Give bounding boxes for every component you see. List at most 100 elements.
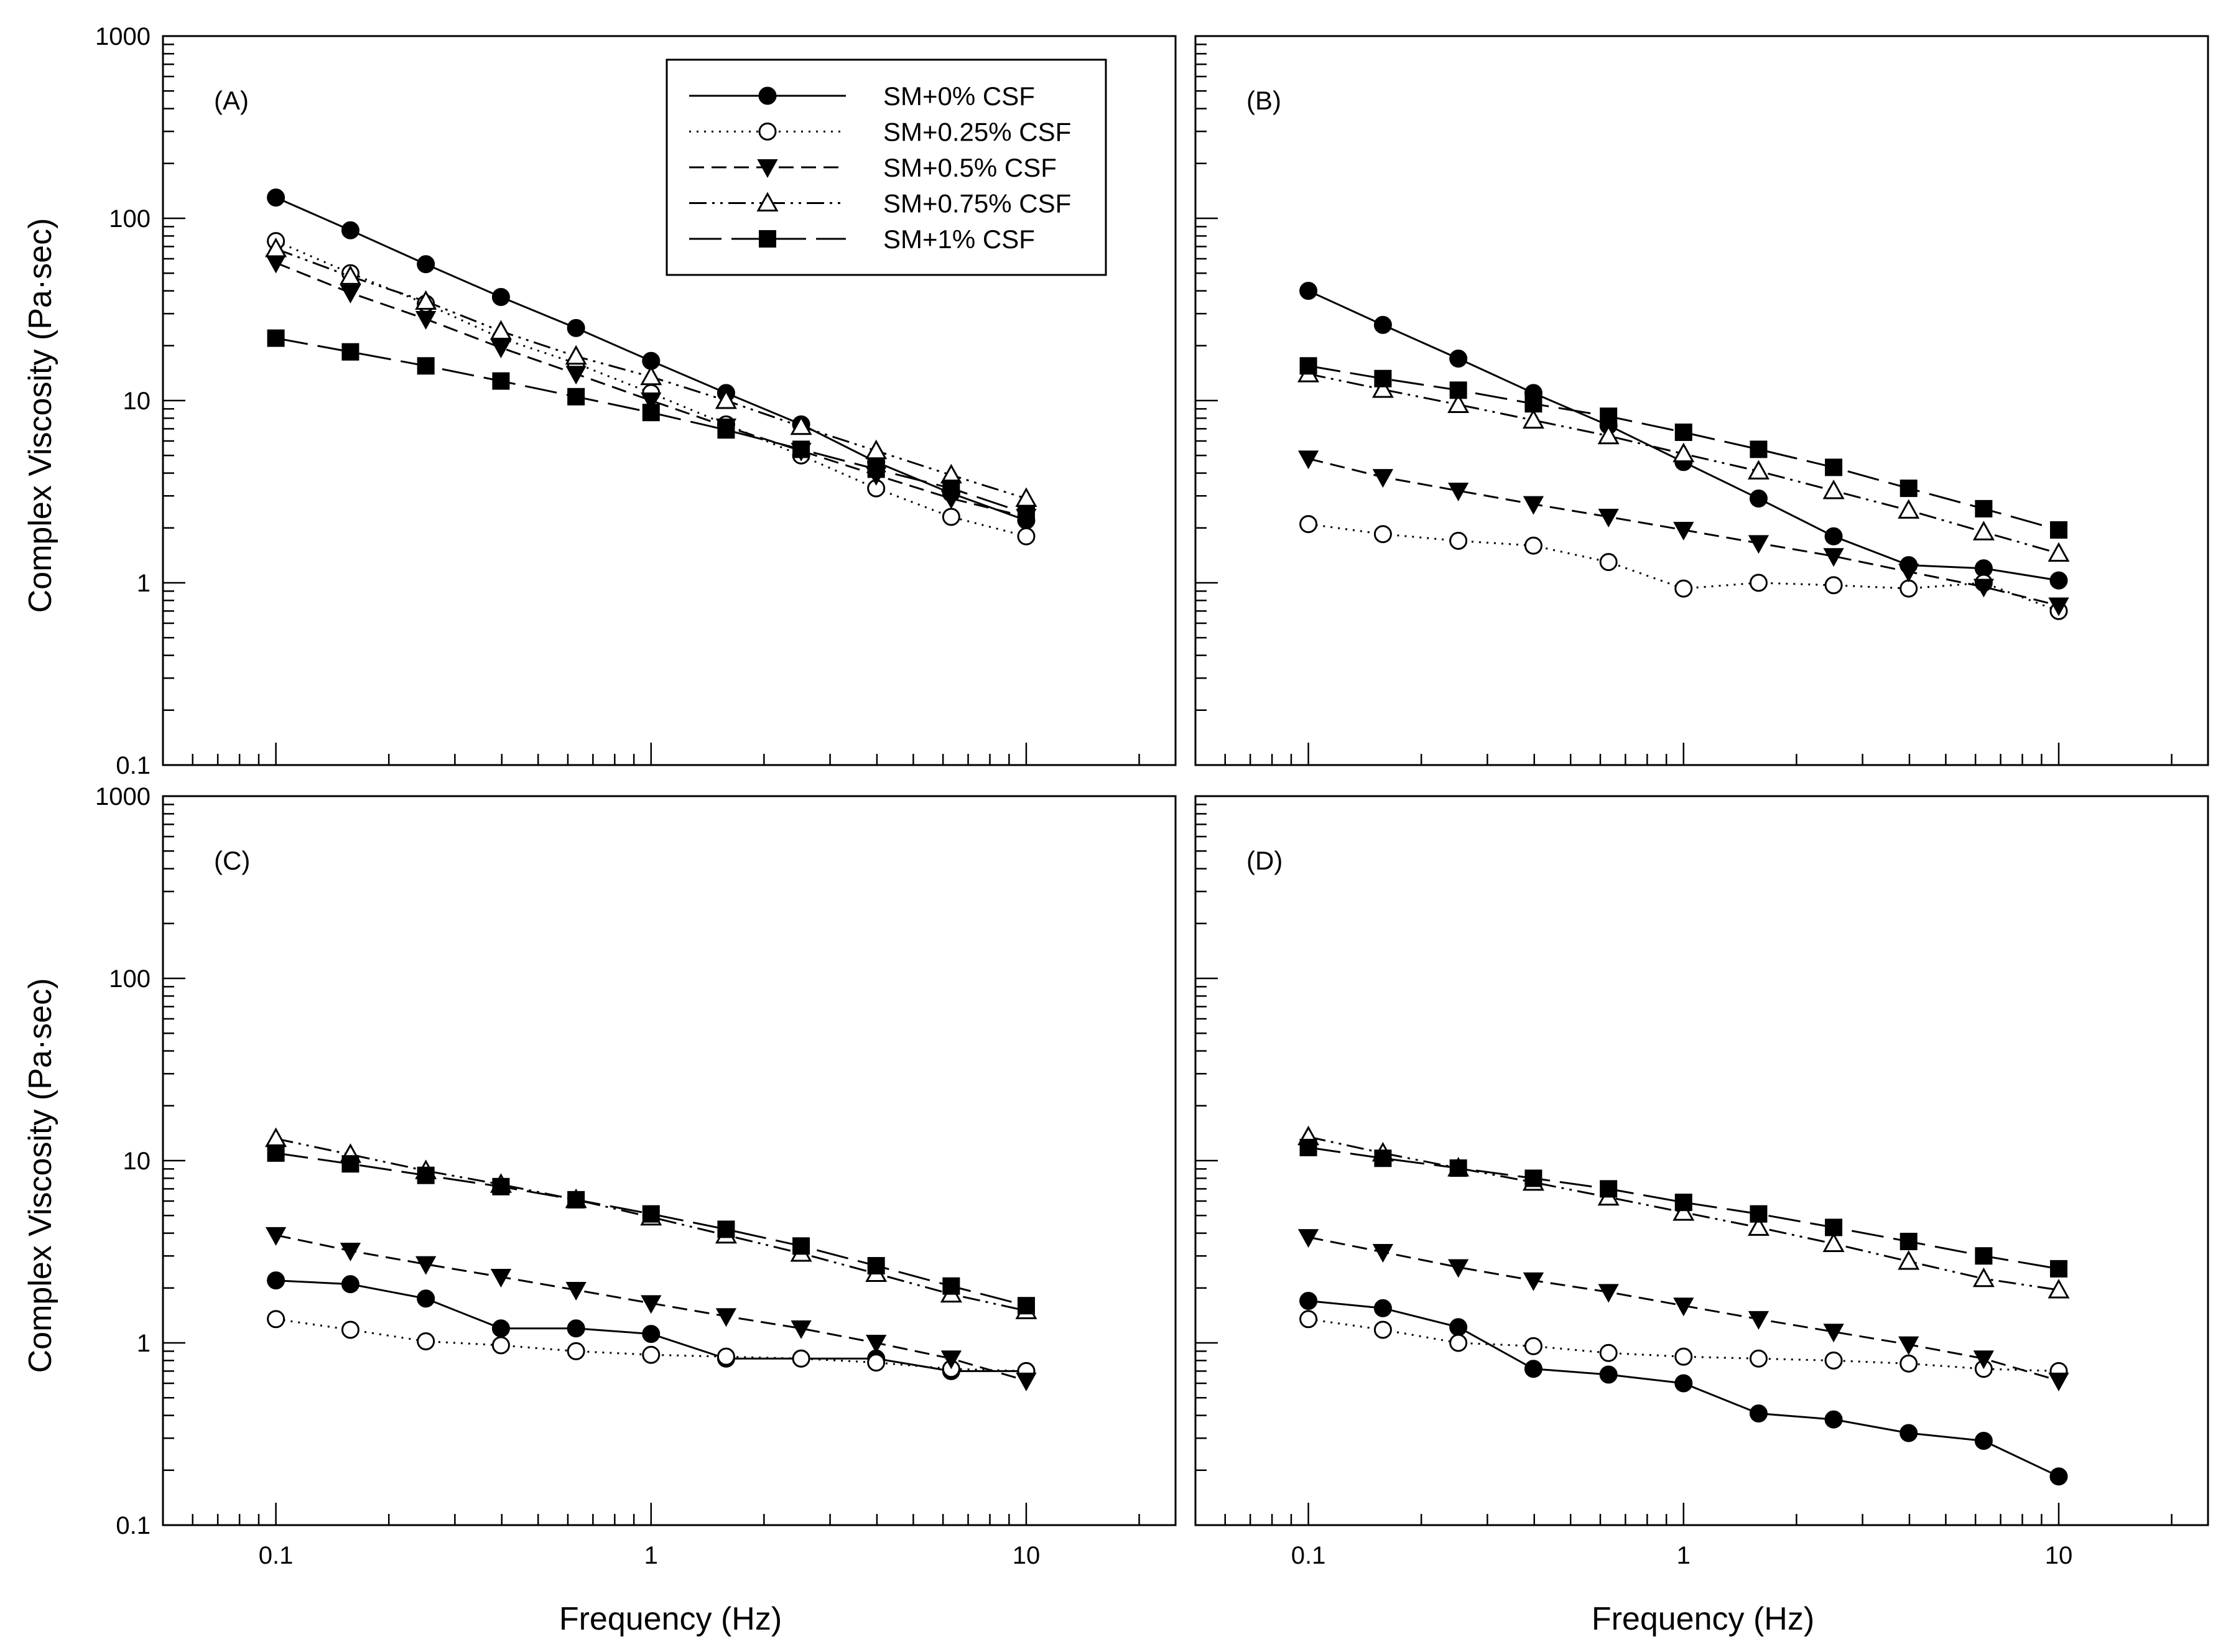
data-point	[1900, 480, 1918, 498]
data-point	[1598, 509, 1619, 528]
data-point	[1522, 409, 1544, 429]
data-point	[1898, 1250, 1920, 1270]
series-4	[1299, 1138, 2067, 1278]
data-point	[492, 372, 510, 390]
data-point	[417, 1166, 435, 1184]
panel-label: (D)	[1246, 846, 1283, 875]
data-point	[1748, 1311, 1770, 1330]
data-point	[567, 318, 585, 337]
data-point	[867, 1256, 885, 1274]
series-2	[1297, 1229, 2069, 1391]
data-point	[1299, 357, 1317, 375]
data-point	[1749, 490, 1768, 508]
x-tick-label: 1	[1677, 1542, 1691, 1569]
data-point	[1015, 487, 1037, 507]
data-point	[1372, 469, 1394, 488]
data-point	[491, 1336, 510, 1355]
series-line	[276, 1318, 1027, 1372]
data-point	[1449, 349, 1468, 368]
data-point	[1822, 1232, 1845, 1253]
data-point	[642, 1345, 661, 1364]
data-point	[265, 1227, 287, 1246]
y-tick-label: 10	[123, 387, 151, 415]
series-line	[1308, 1136, 2059, 1291]
data-point	[1017, 527, 1036, 545]
panel-frame	[1194, 35, 2209, 766]
legend-label: SM+0.75% CSF	[883, 189, 1071, 218]
panel-label: (C)	[214, 846, 250, 875]
series-line	[276, 1138, 1027, 1312]
data-point	[865, 439, 888, 460]
legend-marker	[759, 230, 776, 248]
data-point	[1672, 1201, 1695, 1221]
data-point	[940, 1350, 962, 1370]
data-point	[265, 238, 287, 258]
data-point	[1747, 1216, 1770, 1236]
data-point	[1373, 315, 1392, 334]
data-point	[1674, 1347, 1693, 1366]
y-tick-label: 1000	[95, 23, 151, 50]
data-point	[942, 1277, 960, 1295]
data-point	[1972, 521, 1995, 541]
data-point	[1673, 1297, 1694, 1317]
data-point	[715, 1308, 737, 1327]
data-point	[717, 421, 735, 439]
data-point	[1898, 564, 1919, 583]
data-point	[1748, 535, 1770, 554]
data-point	[265, 254, 287, 274]
y-tick-label: 10	[123, 1148, 151, 1175]
x-axis-title-left: Frequency (Hz)	[559, 1601, 782, 1637]
data-point	[492, 1177, 510, 1195]
data-point	[1900, 1354, 1918, 1373]
data-point	[642, 1325, 661, 1343]
data-point	[642, 404, 660, 422]
data-point	[1822, 479, 1845, 499]
data-point	[866, 1335, 887, 1354]
panel-b: (B)	[1194, 35, 2209, 766]
data-point	[265, 1127, 287, 1148]
data-point	[2049, 1467, 2068, 1486]
data-point	[565, 366, 587, 385]
data-point	[1524, 395, 1542, 413]
y-tick-label: 1000	[95, 783, 151, 810]
data-point	[417, 1289, 435, 1308]
data-point	[417, 357, 435, 375]
data-point	[2048, 1278, 2070, 1299]
data-point	[267, 1271, 285, 1290]
data-point	[1373, 525, 1392, 544]
data-point	[417, 255, 435, 274]
data-point	[717, 1347, 735, 1366]
series-4	[267, 1144, 1035, 1315]
data-point	[1449, 1318, 1468, 1337]
y-tick-label: 100	[109, 965, 151, 993]
data-point	[1016, 1372, 1037, 1391]
data-point	[491, 1319, 510, 1338]
series-1	[267, 1310, 1036, 1380]
data-point	[339, 265, 361, 285]
data-point	[567, 1190, 585, 1209]
data-point	[567, 1342, 585, 1360]
x-tick-label: 10	[2045, 1542, 2073, 1569]
data-point	[1299, 515, 1318, 534]
data-point	[340, 1243, 361, 1262]
y-tick-label: 1	[137, 1330, 151, 1357]
series-2	[265, 1227, 1037, 1391]
data-point	[1374, 1149, 1392, 1167]
data-point	[567, 387, 585, 406]
data-point	[267, 1310, 285, 1329]
data-point	[942, 480, 960, 498]
data-point	[867, 460, 885, 478]
data-point	[2049, 1260, 2067, 1278]
data-point	[1599, 553, 1618, 572]
data-point	[715, 389, 737, 409]
x-tick-label: 1	[644, 1542, 658, 1569]
data-point	[1823, 1324, 1844, 1343]
data-point	[491, 288, 510, 307]
data-point	[1825, 1218, 1843, 1237]
data-point	[1674, 1374, 1693, 1393]
data-point	[1824, 576, 1843, 595]
data-point	[640, 365, 662, 386]
panel-d: 0.1 1 10 (D)	[1194, 795, 2209, 1569]
data-point	[565, 1282, 587, 1301]
data-point	[1449, 531, 1468, 550]
